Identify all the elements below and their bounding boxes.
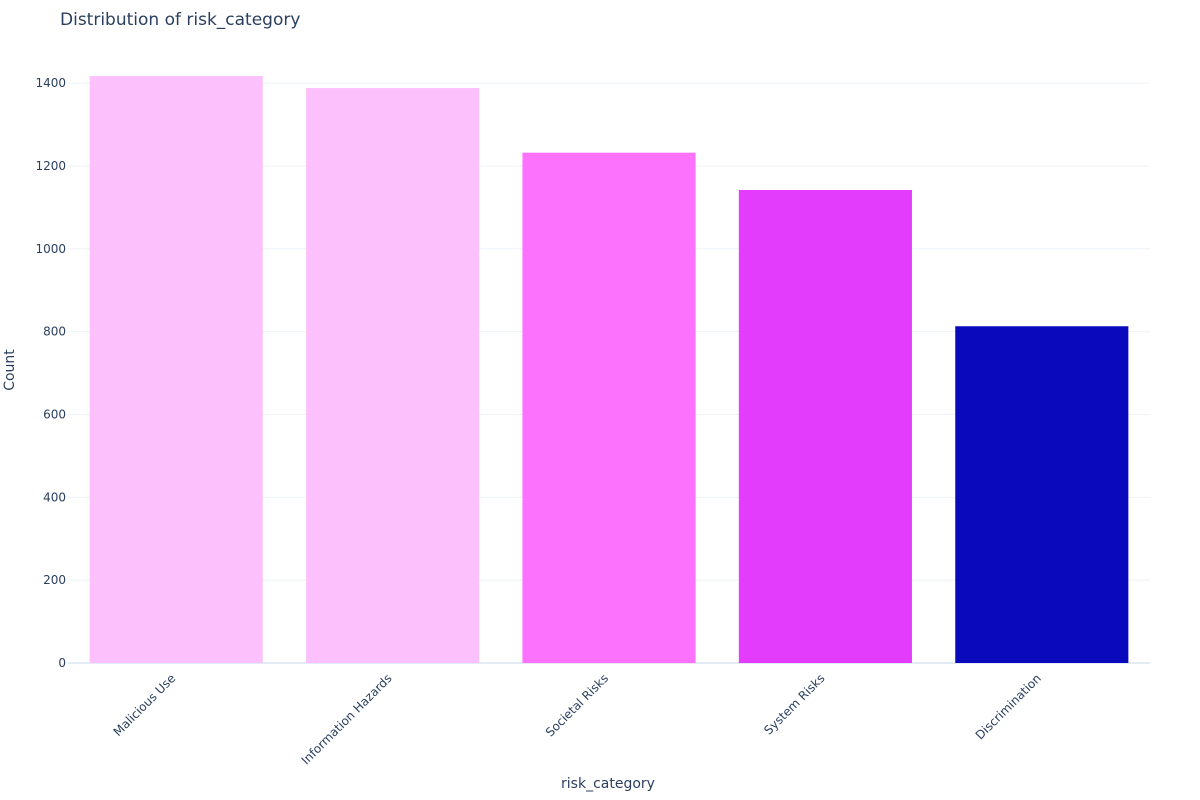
y-tick-label: 1400 bbox=[35, 76, 66, 90]
y-tick-label: 200 bbox=[43, 573, 66, 587]
y-tick-label: 400 bbox=[43, 490, 66, 504]
x-tick-label: Discrimination bbox=[973, 671, 1044, 742]
chart-title: Distribution of risk_category bbox=[60, 10, 300, 30]
bar bbox=[89, 76, 263, 664]
y-tick-label: 1000 bbox=[35, 242, 66, 256]
x-tick-label: System Risks bbox=[761, 671, 827, 737]
bar bbox=[738, 189, 912, 663]
bar bbox=[306, 88, 480, 663]
y-tick-label: 600 bbox=[43, 407, 66, 421]
y-axis-title: Count bbox=[2, 349, 18, 391]
y-tick-label: 0 bbox=[58, 656, 66, 670]
x-tick-label: Malicious Use bbox=[111, 671, 179, 739]
bar bbox=[955, 326, 1129, 663]
y-tick-label: 1200 bbox=[35, 159, 66, 173]
x-tick-label: Societal Risks bbox=[543, 671, 611, 739]
bar bbox=[522, 152, 696, 663]
x-tick-label: Information Hazards bbox=[299, 671, 395, 767]
y-tick-label: 800 bbox=[43, 325, 66, 339]
x-axis-title: risk_category bbox=[561, 776, 655, 792]
